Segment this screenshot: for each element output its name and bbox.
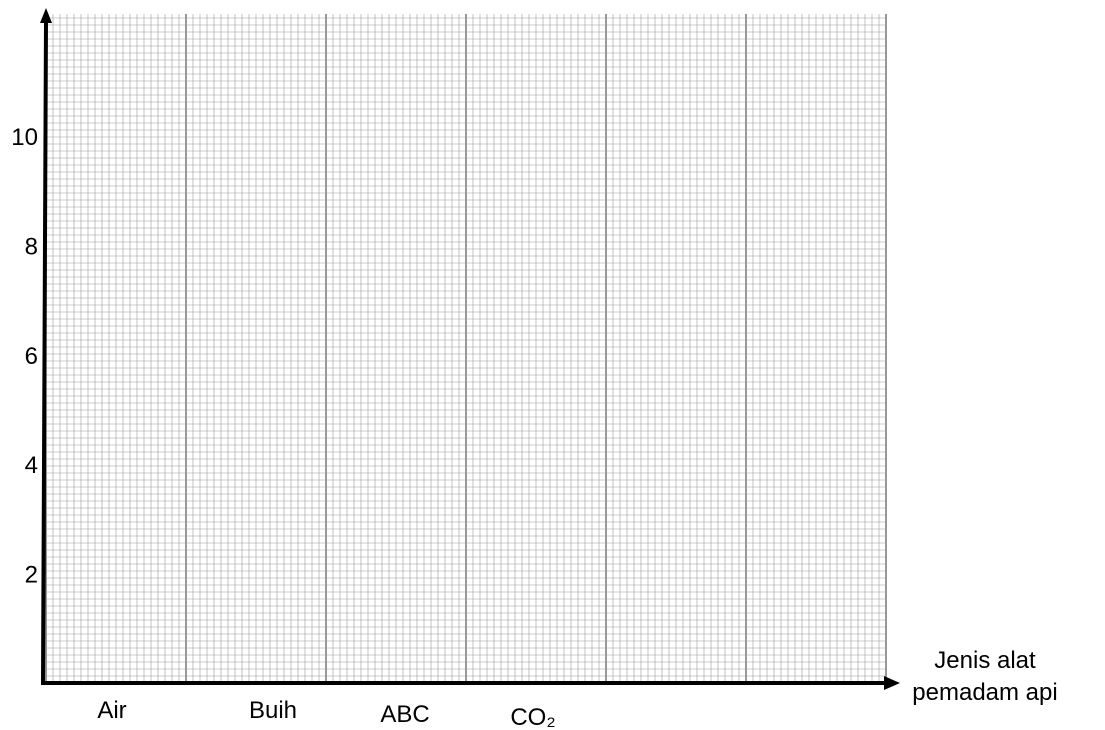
- x-axis-label: Jenis alat pemadam api: [912, 647, 1057, 706]
- y-axis: [41, 19, 48, 684]
- x-axis-title: Jenis alat pemadam api: [912, 647, 1057, 706]
- y-axis-arrowhead: [40, 8, 52, 23]
- graph-paper-grid: [45, 14, 887, 684]
- y-tick-label: 8: [25, 233, 38, 260]
- x-category-label: ABC: [380, 701, 429, 728]
- x-category-label: CO₂: [510, 704, 555, 730]
- x-category-labels: Air Buih ABC CO₂: [97, 697, 555, 730]
- y-tick-label: 6: [25, 343, 38, 370]
- y-tick-label: 2: [25, 562, 38, 589]
- y-tick-label: 10: [11, 124, 38, 151]
- y-tick-labels: 2 4 6 8 10: [11, 124, 38, 589]
- x-category-label: Air: [97, 697, 126, 724]
- y-tick-label: 4: [25, 452, 38, 479]
- x-category-label: Buih: [249, 697, 297, 724]
- x-axis-arrowhead: [884, 676, 900, 690]
- chart-axes: [40, 8, 900, 690]
